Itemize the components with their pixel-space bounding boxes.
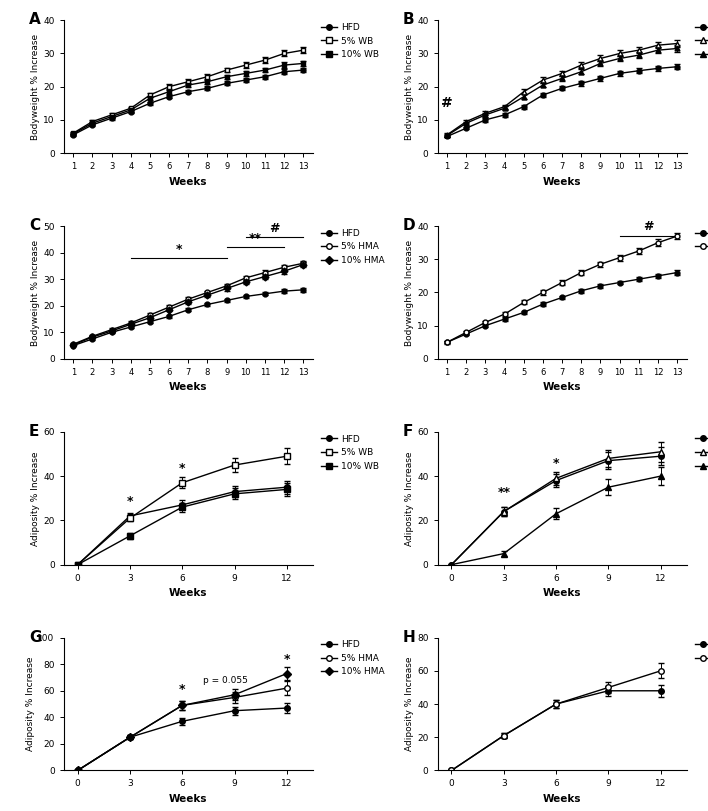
Y-axis label: Adiposity % Increase: Adiposity % Increase	[25, 657, 35, 751]
Legend: HFD, 5% WB, 10% WB: HFD, 5% WB, 10% WB	[320, 434, 379, 471]
Text: *: *	[176, 242, 182, 255]
Y-axis label: Adiposity % Increase: Adiposity % Increase	[405, 657, 414, 751]
X-axis label: Weeks: Weeks	[543, 383, 581, 393]
Y-axis label: Bodyweight % Increase: Bodyweight % Increase	[31, 33, 40, 139]
Text: #: #	[643, 221, 653, 234]
Y-axis label: Bodyweight % Increase: Bodyweight % Increase	[405, 239, 414, 345]
Text: #: #	[269, 221, 280, 234]
Text: A: A	[29, 12, 40, 28]
X-axis label: Weeks: Weeks	[169, 177, 207, 187]
Text: *: *	[179, 684, 185, 697]
Text: *: *	[553, 457, 559, 470]
Text: **: **	[249, 232, 262, 245]
Text: G: G	[29, 629, 41, 645]
Y-axis label: Adiposity % Increase: Adiposity % Increase	[405, 451, 414, 546]
Text: #: #	[441, 96, 453, 110]
X-axis label: Weeks: Weeks	[169, 794, 207, 804]
Text: E: E	[29, 424, 39, 439]
X-axis label: Weeks: Weeks	[543, 794, 581, 804]
Legend: HFD, 5% WB, 10% WB: HFD, 5% WB, 10% WB	[320, 22, 379, 60]
Text: B: B	[403, 12, 414, 28]
Text: *: *	[127, 495, 133, 508]
Text: p = 0.055: p = 0.055	[203, 676, 249, 684]
Y-axis label: Bodyweight % Increase: Bodyweight % Increase	[405, 33, 414, 139]
Y-axis label: Bodyweight % Increase: Bodyweight % Increase	[31, 239, 40, 345]
Y-axis label: Adiposity % Increase: Adiposity % Increase	[31, 451, 40, 546]
Text: H: H	[403, 629, 416, 645]
Text: *: *	[179, 461, 185, 474]
Legend: HFD, 5% HMA, 10% HMA: HFD, 5% HMA, 10% HMA	[320, 640, 385, 677]
Text: *: *	[283, 653, 290, 666]
X-axis label: Weeks: Weeks	[543, 588, 581, 599]
Legend: HFD, 5% OB: HFD, 5% OB	[694, 228, 708, 252]
Legend: HFD, 5% BF, 10% BF: HFD, 5% BF, 10% BF	[694, 434, 708, 471]
X-axis label: Weeks: Weeks	[169, 588, 207, 599]
X-axis label: Weeks: Weeks	[543, 177, 581, 187]
Legend: HFD, 5% BF, 10% BF: HFD, 5% BF, 10% BF	[694, 22, 708, 60]
Text: C: C	[29, 218, 40, 233]
Text: F: F	[403, 424, 413, 439]
Text: D: D	[403, 218, 416, 233]
Text: **: **	[497, 486, 510, 499]
Legend: HFD, 5% HMA, 10% HMA: HFD, 5% HMA, 10% HMA	[320, 228, 385, 266]
X-axis label: Weeks: Weeks	[169, 383, 207, 393]
Legend: HFD, 5% OB: HFD, 5% OB	[694, 640, 708, 664]
